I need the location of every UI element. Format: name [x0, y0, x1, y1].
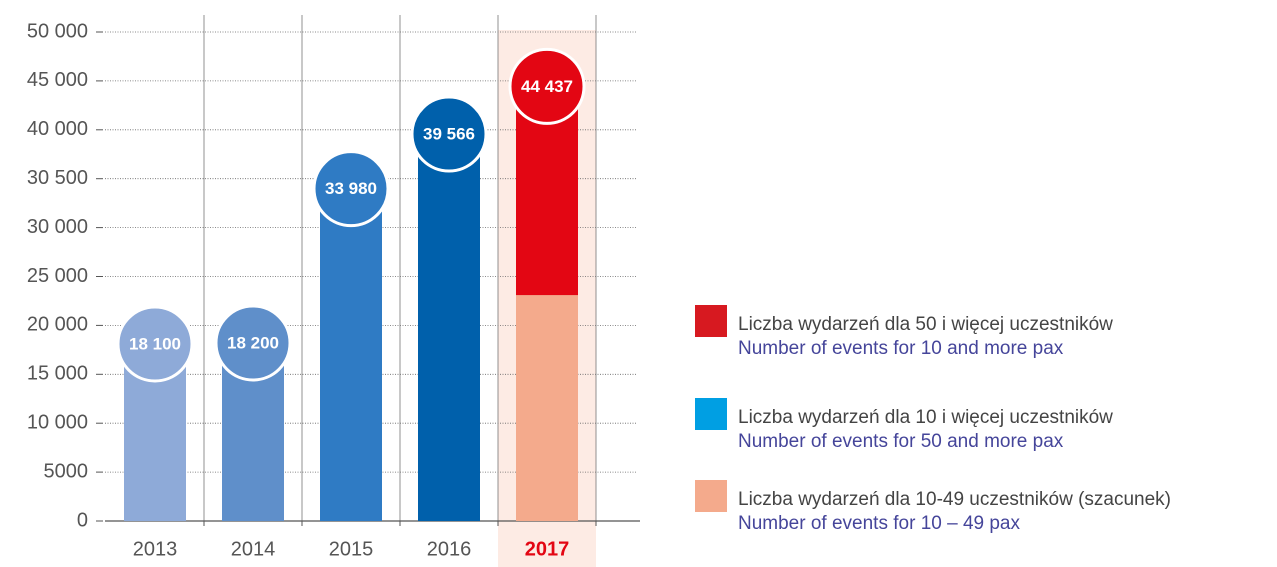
x-tick-label: 2014	[231, 538, 276, 560]
value-bubble	[312, 150, 390, 228]
value-label: 18 200	[227, 333, 279, 352]
value-bubble	[508, 47, 586, 125]
legend-swatch	[695, 480, 727, 512]
legend-label: Liczba wydarzeń dla 10-49 uczestników (s…	[738, 489, 1171, 510]
legend-label-en: Number of events for 10 – 49 pax	[738, 513, 1020, 534]
value-label: 18 100	[129, 334, 181, 353]
x-tick-label: 2017	[525, 538, 570, 560]
value-label: 33 980	[325, 179, 377, 198]
estimate-bar	[516, 295, 578, 521]
y-tick-label: 30 500	[27, 167, 88, 189]
y-tick-label: 10 000	[27, 411, 88, 433]
legend-swatch	[695, 305, 727, 337]
legend-swatch	[695, 398, 727, 430]
x-tick-label: 2016	[427, 538, 472, 560]
y-tick-label: 5000	[44, 460, 89, 482]
legend-label: Liczba wydarzeń dla 10 i więcej uczestni…	[738, 407, 1113, 428]
y-tick-label: 40 000	[27, 118, 88, 140]
legend-label-en: Number of events for 10 and more pax	[738, 338, 1064, 359]
y-tick-label: 30 000	[27, 216, 88, 238]
legend-label: Liczba wydarzeń dla 50 i więcej uczestni…	[738, 314, 1113, 335]
x-tick-label: 2015	[329, 538, 374, 560]
value-bubble	[410, 95, 488, 173]
value-label: 39 566	[423, 125, 475, 144]
y-tick-label: 50 000	[27, 20, 88, 42]
y-tick-label: 20 000	[27, 314, 88, 336]
y-tick-label: 15 000	[27, 363, 88, 385]
value-bubble	[116, 305, 194, 383]
bar	[418, 134, 480, 521]
legend-label-en: Number of events for 50 and more pax	[738, 431, 1064, 452]
x-tick-label: 2013	[133, 538, 178, 560]
value-label: 44 437	[521, 77, 573, 96]
y-tick-label: 45 000	[27, 69, 88, 91]
value-bubble	[214, 304, 292, 382]
bar	[320, 188, 382, 521]
y-tick-label: 0	[77, 509, 88, 531]
y-tick-label: 25 000	[27, 265, 88, 287]
